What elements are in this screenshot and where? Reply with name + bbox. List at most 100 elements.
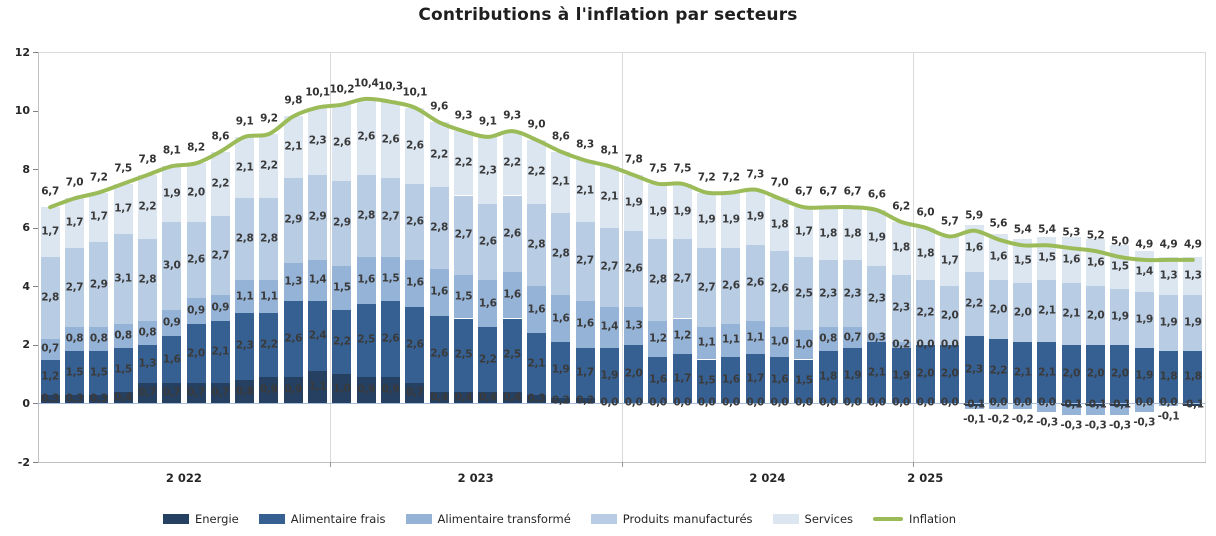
bar-segment-energie [210,382,230,404]
y-axis-tick [33,344,38,346]
bar-segment-alimentaire-transforme [405,259,425,307]
segment-label: 0,4 [114,391,132,404]
segment-label: 0,0 [940,396,959,409]
segment-label: 1,7 [673,372,692,385]
segment-label: 1,9 [843,369,862,382]
segment-label: 1,5 [1111,260,1129,273]
segment-label: 1,3 [1159,269,1178,282]
segment-label: 0,3 [89,392,108,405]
legend-item-inflation: Inflation [873,512,956,526]
segment-label: 1,6 [551,312,570,324]
segment-label: 1,2 [649,332,667,345]
bar-segment-alimentaire-frais [672,353,692,404]
segment-label: 2,2 [478,353,497,365]
segment-label: 1,6 [162,353,181,365]
segment-label: 2,6 [284,332,303,345]
segment-label: 1,6 [576,317,594,330]
bar-segment-energie [259,377,279,404]
bar-segment-energie [40,394,60,404]
inflation-total-label: 5,0 [1111,235,1129,248]
year-separator-line [329,52,331,462]
bar-segment-alimentaire-frais [648,356,668,404]
inflation-total-label: 7,5 [114,162,132,175]
segment-label: 2,3 [843,287,862,300]
bar-segment-energie [429,391,449,404]
y-axis-tick [33,227,38,229]
segment-label: 0,0 [916,338,935,351]
segment-label: -0,3 [1060,419,1083,432]
bar-segment-alimentaire-transforme [283,262,303,301]
bar-segment-produits-manufactures [1013,283,1033,342]
segment-label: 2,1 [867,366,886,379]
segment-label: 0,0 [1135,396,1154,409]
legend-label: Alimentaire frais [290,512,386,526]
segment-label: 1,4 [600,320,619,333]
legend-color-swatch [405,514,432,524]
bar-segment-alimentaire-transforme [429,268,449,316]
bar-segment-alimentaire-transforme [891,341,911,348]
segment-label: -0,3 [1109,419,1131,432]
segment-label: 0,7 [405,386,424,399]
segment-label: 0,9 [187,304,205,317]
segment-label: 1,3 [1183,269,1202,282]
segment-label: 1,5 [65,366,84,379]
bar-segment-alimentaire-frais [915,344,935,404]
segment-label: 2,3 [819,287,838,300]
segment-label: 2,6 [381,332,400,345]
bar-segment-energie [964,403,984,407]
segment-label: 0,0 [746,396,765,409]
segment-label: 1,4 [308,273,327,286]
segment-label: 1,9 [600,369,619,382]
segment-label: 2,6 [503,227,521,240]
segment-label: 1,8 [843,227,862,240]
segment-label: 0,7 [187,386,205,399]
bar-segment-alimentaire-transforme [186,298,206,325]
segment-label: 1,3 [138,357,157,370]
segment-label: 2,0 [187,186,205,199]
bar-segment-energie [308,371,328,404]
segment-label: 0,9 [357,383,376,396]
bar-segment-alimentaire-transforme [1061,406,1081,416]
bar-segment-alimentaire-frais [502,318,522,392]
segment-label: 1,8 [1159,370,1178,383]
bar-segment-alimentaire-transforme [89,327,109,351]
bar-segment-alimentaire-transforme [697,327,717,360]
segment-label: 1,6 [503,288,521,301]
segment-label: -0,2 [1011,413,1034,426]
plot-border-right [1205,52,1206,462]
segment-label: 1,6 [722,373,740,386]
bar-segment-energie [1183,403,1203,407]
segment-label: 1,5 [1038,251,1056,264]
bar-segment-produits-manufactures [1110,289,1130,345]
segment-label: 0,0 [940,338,959,351]
bar-segment-alimentaire-frais [259,312,279,378]
inflation-total-label: 5,4 [1013,223,1032,236]
bar-segment-alimentaire-transforme [162,309,182,337]
bar-segment-alimentaire-transforme [235,280,255,313]
segment-label: 2,8 [41,291,60,304]
bar-segment-alimentaire-frais [40,359,60,395]
segment-label: 0,0 [673,396,692,409]
segment-label: 0,0 [819,396,838,409]
x-axis-tick [621,462,623,467]
bar-segment-energie [235,380,255,404]
bar-segment-produits-manufactures [1061,283,1081,345]
inflation-total-label: 5,4 [1038,223,1056,236]
inflation-total-label: 7,0 [65,176,84,189]
segment-label: 0,3 [867,331,886,344]
segment-label: 1,6 [430,285,449,298]
bar-segment-alimentaire-frais [794,359,814,404]
segment-label: 2,6 [770,282,789,295]
bar-segment-alimentaire-frais [308,300,328,372]
bar-segment-energie [405,382,425,404]
bar-segment-alimentaire-transforme [575,300,595,348]
legend-color-swatch [772,514,799,524]
segment-label: 2,9 [308,210,327,223]
segment-label: 0,3 [527,392,546,405]
segment-label: 0,9 [284,383,303,396]
bar-segment-produits-manufactures [1183,295,1203,351]
segment-label: 0,0 [892,396,910,409]
plot-border-top [38,52,1205,53]
segment-label: 0,0 [843,396,862,409]
segment-label: -0,1 [1109,398,1131,411]
